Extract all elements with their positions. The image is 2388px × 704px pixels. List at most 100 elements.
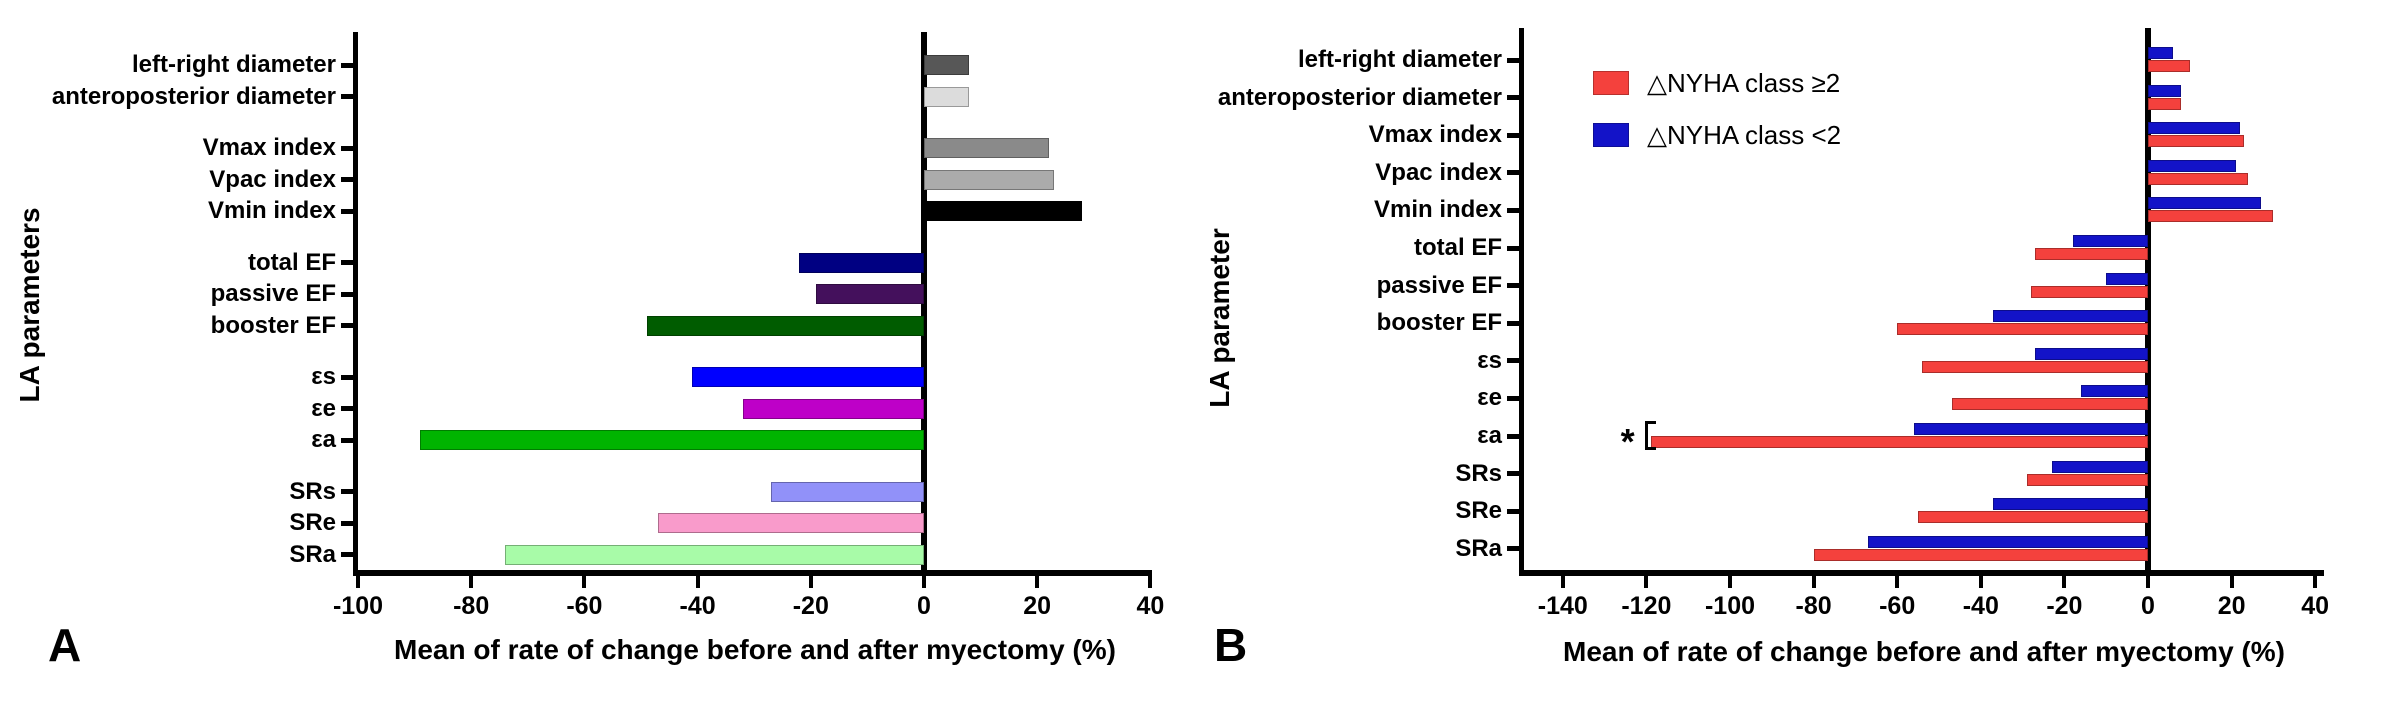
category-tick-mark	[1507, 207, 1519, 213]
bar-sre-red	[1918, 511, 2148, 524]
panel-a: LA parameters -100 -80 -60 -40 -20 0 20 40 left-…	[14, 32, 1165, 671]
x-axis-line	[353, 570, 1152, 576]
category-tick-mark	[1507, 245, 1519, 251]
category-tick-mark	[341, 552, 353, 557]
bar-sre	[657, 513, 924, 533]
x-tick-mark	[1644, 576, 1649, 588]
legend: △NYHA class ≥2 △NYHA class <2	[1593, 64, 1841, 168]
category-tick-mark	[341, 437, 353, 443]
x-tick-label: 20	[2217, 592, 2246, 620]
bar-vmax-index-blue	[2148, 122, 2240, 135]
bar-vmin-index-blue	[2148, 197, 2261, 210]
x-tick-mark	[1560, 576, 1565, 588]
x-tick-label: 20	[1023, 592, 1052, 620]
bar-e-blue	[2081, 385, 2148, 398]
panel-a-y-axis-label: LA parameters	[14, 207, 45, 403]
category-label-left-right-diameter: left-right diameter	[1297, 46, 1502, 73]
x-tick-label: -80	[453, 592, 490, 620]
bar-booster-ef	[646, 315, 924, 336]
y-axis-spine	[1519, 28, 1524, 576]
category-tick-mark	[341, 323, 353, 328]
category-label-e: εe	[1477, 384, 1502, 412]
bar-anteroposterior-diameter	[924, 86, 970, 107]
bar-a-red	[1650, 436, 2148, 448]
category-label-a: εa	[311, 426, 336, 453]
x-tick-label: -40	[1962, 592, 1999, 620]
bar-anteroposterior-diameter-red	[2148, 97, 2182, 110]
x-tick-label: -60	[1879, 592, 1916, 620]
panel-b: LA parameter -140 -120 -100 -80 -60 -40 -20 0 20…	[1194, 0, 2388, 704]
x-tick-label: 40	[1136, 592, 1165, 620]
significance-bracket	[1644, 421, 1648, 450]
significance-asterisk: *	[1620, 421, 1635, 462]
category-tick-mark	[341, 291, 353, 297]
category-tick-mark	[341, 145, 353, 151]
category-label-vmax-index: Vmax index	[202, 134, 336, 161]
category-tick-mark	[1507, 546, 1519, 552]
category-tick-mark	[341, 177, 353, 182]
category-label-sra: SRa	[289, 540, 336, 568]
category-label-vmin-index: Vmin index	[1373, 196, 1502, 224]
category-label-booster-ef: booster EF	[1376, 309, 1502, 337]
category-label-sre: SRe	[1455, 497, 1502, 525]
bar-anteroposterior-diameter-blue	[2148, 84, 2182, 97]
category-label-vpac-index: Vpac index	[1375, 158, 1502, 186]
category-tick-mark	[1507, 358, 1519, 364]
significance-bracket-arm-bottom	[1644, 447, 1656, 450]
x-tick-mark	[2229, 576, 2234, 588]
x-tick-mark	[1148, 576, 1153, 588]
category-tick-mark	[1507, 395, 1519, 401]
category-tick-mark	[1507, 57, 1519, 63]
legend-swatch-red	[1593, 71, 1629, 95]
bar-sre-blue	[1993, 498, 2148, 511]
category-tick-mark	[1507, 132, 1519, 138]
bar-booster-ef-red	[1897, 323, 2148, 336]
zero-baseline	[921, 32, 927, 570]
category-tick-mark	[341, 208, 353, 214]
x-tick-label: -20	[2046, 592, 2083, 620]
category-tick-mark	[341, 406, 353, 411]
x-tick-mark	[922, 576, 926, 588]
category-tick-mark	[341, 489, 353, 494]
bar-booster-ef-blue	[1993, 310, 2148, 323]
x-tick-mark	[1811, 576, 1816, 588]
category-tick-mark	[341, 520, 353, 526]
category-label-passive-ef: passive EF	[1376, 271, 1502, 299]
bar-srs	[771, 481, 924, 502]
bar-vmax-index	[924, 138, 1049, 158]
category-label-sre: SRe	[289, 509, 336, 536]
bar-sra-red	[1813, 548, 2148, 561]
category-tick-mark	[1507, 95, 1519, 101]
x-tick-mark	[356, 576, 360, 588]
category-tick-mark	[1507, 471, 1519, 477]
bar-total-ef	[799, 252, 924, 273]
category-tick-mark	[1507, 433, 1519, 439]
x-axis-line	[1519, 570, 2324, 576]
legend-label-nyha-lt2: △NYHA class <2	[1647, 119, 1842, 150]
category-label-passive-ef: passive EF	[210, 280, 336, 307]
bar-vpac-index-blue	[2148, 159, 2236, 172]
panel-b-letter: B	[1214, 619, 1248, 671]
significance-bracket-arm-top	[1644, 421, 1656, 424]
x-tick-label: -40	[679, 592, 716, 620]
category-label-vmin-index: Vmin index	[207, 197, 336, 224]
x-tick-label: -100	[332, 592, 384, 620]
bar-left-right-diameter-red	[2148, 60, 2190, 72]
legend-item-nyha-lt2: △NYHA class <2	[1593, 116, 1841, 154]
category-label-total-ef: total EF	[248, 248, 336, 276]
category-label-vmax-index: Vmax index	[1368, 121, 1502, 149]
x-tick-mark	[808, 576, 813, 588]
x-tick-label: -120	[1621, 592, 1672, 620]
x-tick-mark	[1035, 576, 1040, 588]
category-label-vpac-index: Vpac index	[209, 165, 336, 193]
bar-total-ef-blue	[2072, 235, 2148, 247]
x-tick-label: -140	[1537, 592, 1588, 620]
bar-vmin-index	[924, 201, 1083, 221]
y-axis-spine	[353, 32, 358, 576]
panel-b-y-axis-label: LA parameter	[1204, 228, 1235, 408]
x-tick-mark	[582, 576, 587, 588]
category-label-total-ef: total EF	[1414, 234, 1502, 261]
x-tick-label: -80	[1795, 592, 1832, 620]
bar-vmax-index-red	[2148, 135, 2245, 148]
